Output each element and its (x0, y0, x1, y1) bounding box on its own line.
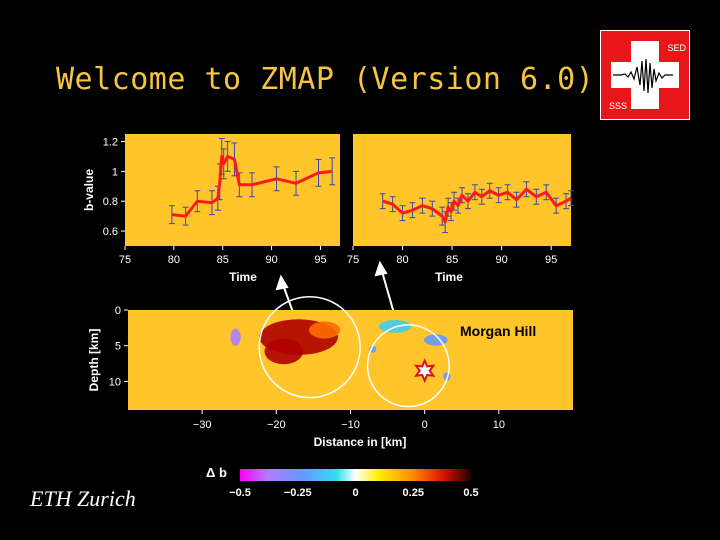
logo-bottom-label: SSS (609, 101, 628, 111)
footer-eth-zurich: ETH Zurich (30, 486, 136, 511)
y-tick-label: 5 (115, 341, 121, 353)
y-tick-label: 1.2 (103, 136, 118, 148)
colorbar-tick-label: 0.5 (463, 487, 478, 499)
x-tick-label: −30 (193, 419, 212, 431)
colorbar-label: Δ b (206, 465, 227, 480)
y-tick-label: 0.6 (103, 226, 118, 238)
arrow-head-right (374, 260, 388, 277)
colorbar-gradient (240, 469, 471, 481)
colorbar-tick-label: −0.25 (284, 487, 312, 499)
b-anomaly (264, 338, 304, 365)
y-tick-label: 10 (109, 376, 121, 388)
x-tick-label: 95 (545, 254, 557, 266)
x-tick-label: 90 (265, 254, 277, 266)
x-tick-label: 0 (422, 419, 428, 431)
plot-area (128, 310, 573, 410)
b-anomaly (308, 321, 341, 339)
morgan-hill-label: Morgan Hill (460, 323, 536, 339)
x-tick-label: 10 (493, 419, 505, 431)
bvalue-series-line (171, 154, 333, 218)
x-axis-label: Time (435, 270, 463, 284)
y-axis-label: Depth [km] (87, 329, 101, 392)
seismogram-icon (613, 58, 673, 94)
colorbar-tick-label: −0.5 (229, 487, 251, 499)
y-tick-label: 1 (112, 166, 118, 178)
epicenter-star-icon (413, 358, 436, 384)
x-tick-label: −20 (267, 419, 286, 431)
colorbar-tick-label: 0.25 (403, 487, 424, 499)
page-title: Welcome to ZMAP (Version 6.0) (56, 62, 595, 97)
x-tick-label: −10 (341, 419, 360, 431)
colorbar-tick-label: 0 (352, 487, 358, 499)
sample-circle (366, 324, 450, 408)
x-tick-label: 85 (217, 254, 229, 266)
bvalue-series-line (382, 187, 572, 224)
x-tick-label: 80 (168, 254, 180, 266)
plot-area (125, 134, 340, 246)
x-tick-label: 85 (446, 254, 458, 266)
x-axis-label: Time (229, 270, 257, 284)
bvalue-chart-right: 75 80 85 90 95 Time (347, 134, 574, 284)
x-tick-label: 80 (396, 254, 408, 266)
x-tick-label: 75 (347, 254, 359, 266)
x-tick-label: 75 (119, 254, 131, 266)
x-tick-label: 90 (496, 254, 508, 266)
b-anomaly (230, 328, 241, 346)
sample-circle (258, 295, 361, 399)
sed-logo: SED SSS (600, 30, 690, 120)
x-tick-label: 95 (314, 254, 326, 266)
swiss-cross-icon (611, 41, 679, 109)
y-tick-label: 0 (115, 305, 121, 317)
y-tick-label: 0.8 (103, 196, 118, 208)
y-axis-label: b-value (82, 169, 96, 211)
arrow-head-left (275, 274, 289, 291)
bvalue-chart-left: 75 80 85 90 95 0.6 0.8 1 1.2 b-value Time (82, 134, 340, 284)
logo-top-label: SED (667, 43, 686, 53)
depth-section-map: −30 −20 −10 0 10 0 5 10 Depth [km] Distance in … (87, 295, 573, 449)
colorbar: Δ b −0.5 −0.25 0 0.25 0.5 (206, 465, 479, 499)
x-axis-label: Distance in [km] (314, 435, 407, 449)
